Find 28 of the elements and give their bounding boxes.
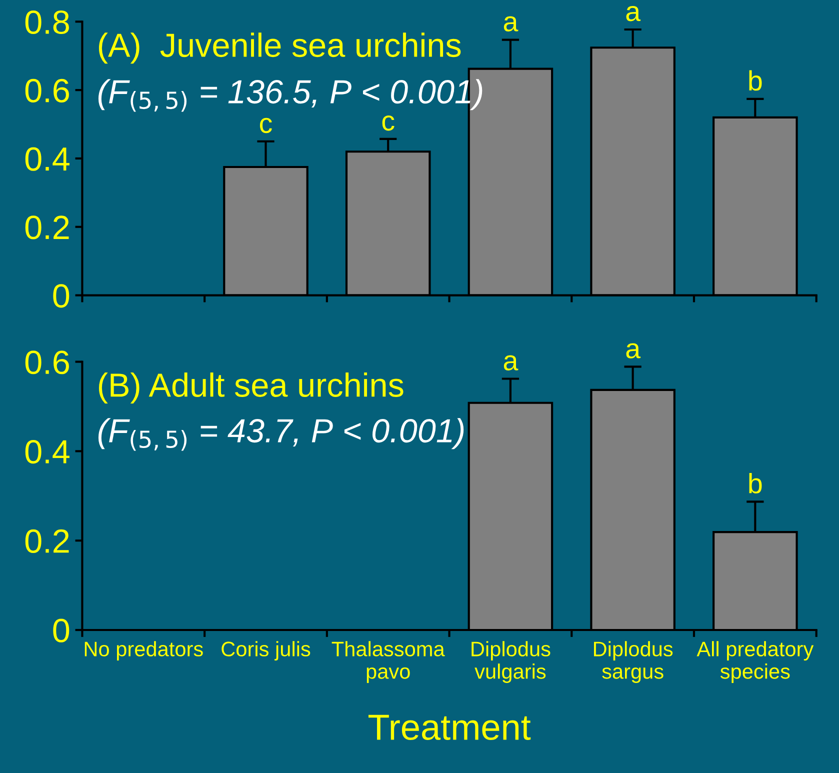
annotation: a <box>504 16 518 32</box>
x-tick-label: All predatory species <box>696 641 814 683</box>
x-axis-title: Treatment <box>368 714 531 740</box>
x-tick-label: Coris julis <box>222 641 310 661</box>
y-tick-label: 0 <box>53 284 70 308</box>
y-tick-label: 0.8 <box>25 10 69 34</box>
y-tick-label: 0.2 <box>25 216 69 240</box>
x-tick-label: Thalassoma pavo <box>332 641 445 683</box>
x-tick-label: Diplodus vulgaris <box>472 641 550 683</box>
y-tick-label: 0.6 <box>25 350 69 374</box>
chart-title: (B) Adult sea urchins <box>98 372 404 404</box>
annotation: a <box>626 6 641 22</box>
y-tick-label: 0.2 <box>25 529 69 553</box>
annotation: b <box>749 473 762 494</box>
y-tick-label: 0.4 <box>25 147 70 171</box>
y-tick-label: 0.6 <box>25 78 69 102</box>
y-tick-label: 0.4 <box>25 440 70 464</box>
annotation: c <box>382 115 394 131</box>
x-tick-label: No predators <box>84 641 203 661</box>
annotation: a <box>626 343 641 358</box>
text: (F$_{(5,5)}$ = 136.5, P < 0.001) <box>98 79 482 112</box>
annotation: c <box>260 118 272 134</box>
annotation: b <box>749 70 762 91</box>
x-tick-label: Diplodus sargus <box>594 641 673 683</box>
y-tick-label: 0 <box>53 618 70 642</box>
chart-title: (A) Juvenile sea urchins <box>98 32 461 64</box>
annotation: a <box>504 355 518 370</box>
text: (F$_{(5,5)}$ = 43.7, P < 0.001) <box>98 418 464 451</box>
